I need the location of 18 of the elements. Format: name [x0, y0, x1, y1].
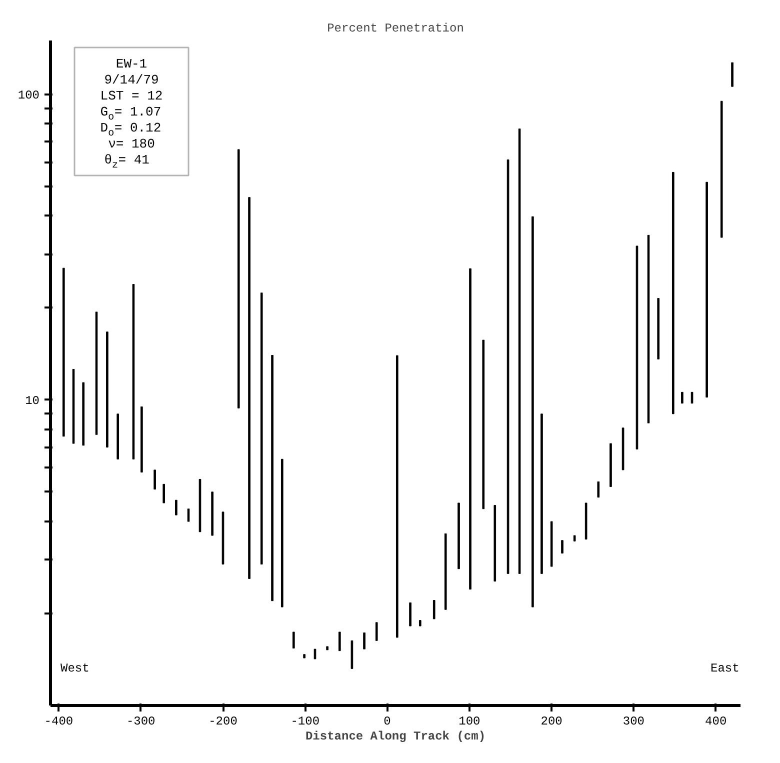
annotation: EW-1	[116, 56, 148, 72]
x-tick-label: 100	[458, 714, 480, 728]
x-tick-label: -200	[208, 714, 238, 728]
x-tick-label: -300	[126, 714, 156, 728]
x-tick-label: -100	[290, 714, 320, 728]
y-tick-label: 10	[25, 394, 40, 408]
x-tick-label: 200	[540, 714, 562, 728]
annotation: ν= 180	[108, 136, 155, 152]
y-axis-title: Percent Penetration	[327, 22, 464, 36]
annotation: LST = 12	[100, 88, 163, 104]
annotation: East	[710, 662, 740, 676]
x-tick-label: -400	[44, 714, 74, 728]
annotation: 9/14/79	[104, 72, 159, 88]
x-axis-title: Distance Along Track (cm)	[305, 730, 486, 744]
x-tick-label: 300	[622, 714, 645, 728]
x-tick-label: 0	[384, 714, 391, 728]
annotation: West	[60, 662, 90, 676]
x-tick-label: 400	[705, 714, 727, 728]
